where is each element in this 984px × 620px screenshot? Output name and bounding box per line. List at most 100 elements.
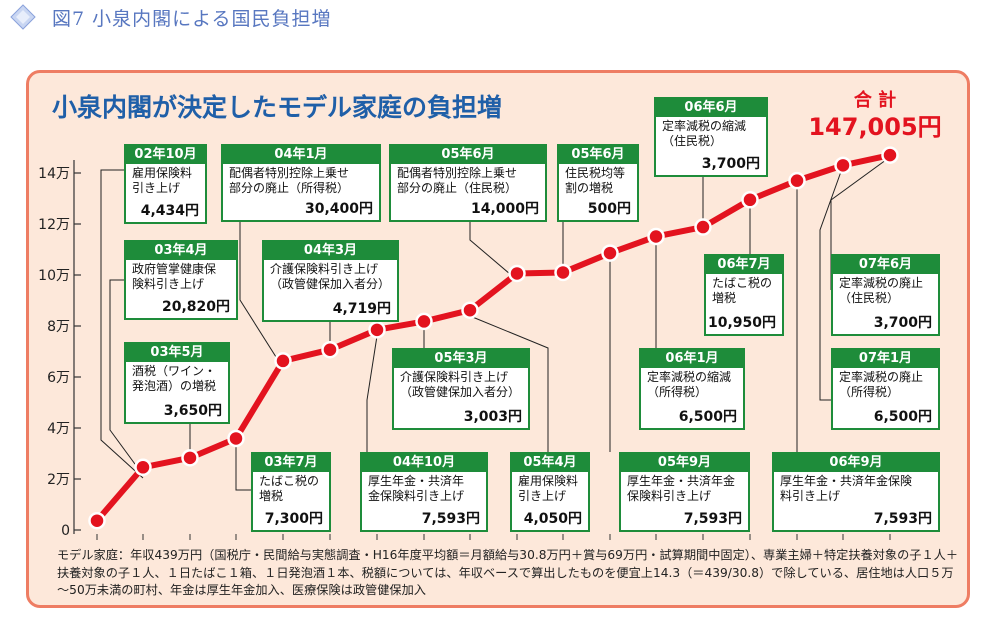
annotation-box: 05年6月住民税均等 割の増税 500円 [557, 144, 639, 222]
data-point [321, 340, 339, 359]
annotation-date: 05年9月 [621, 454, 748, 472]
leader-line [469, 222, 518, 281]
data-point [227, 429, 245, 448]
annotation-box: 04年1月配偶者特別控除上乗せ 部分の廃止（所得税） 30,400円 [221, 144, 381, 222]
diamond-icon [10, 4, 36, 30]
y-tick-label: 12万 [38, 217, 70, 233]
annotation-date: 04年10月 [362, 454, 486, 472]
annotation-description: 厚生年金・共済年 金保険料引き上げ [368, 474, 465, 503]
y-tick-label: 2万 [47, 472, 70, 488]
data-point [881, 146, 899, 164]
annotation-amount: 10,950円 [707, 315, 776, 331]
annotation-box: 05年3月介護保険料引き上げ （政管健保加入者分） 3,003円 [392, 348, 530, 430]
annotation-box: 06年7月たばこ税の 増税 10,950円 [704, 254, 784, 336]
annotation-box: 06年1月定率減税の縮減 （所得税） 6,500円 [639, 348, 745, 430]
annotation-date: 02年10月 [126, 146, 205, 164]
chart-title: 小泉内閣が決定したモデル家庭の負担増 [52, 93, 503, 122]
data-point [461, 301, 479, 319]
annotation-date: 05年3月 [394, 350, 528, 368]
data-point [508, 264, 526, 283]
annotation-date: 04年1月 [223, 146, 379, 164]
data-point [274, 352, 292, 370]
annotation-description: 住民税均等 割の増税 [565, 166, 626, 195]
annotation-box: 05年9月 厚生年金・共済年金 保険料引き上げ 7,593円 [619, 452, 750, 532]
annotation-date: 03年5月 [126, 344, 228, 362]
annotation-description: 雇用保険料 引き上げ [518, 474, 579, 503]
data-point [647, 227, 665, 246]
annotation-amount: 4,719円 [332, 301, 391, 317]
annotation-box: 04年3月 介護保険料引き上げ （政管健保加入者分） 4,719円 [262, 240, 399, 322]
annotation-amount: 3,700円 [873, 315, 932, 331]
annotation-box: 04年10月厚生年金・共済年 金保険料引き上げ 7,593円 [360, 452, 488, 532]
annotation-amount: 3,700円 [701, 156, 760, 172]
annotation-date: 05年6月 [559, 146, 637, 164]
annotation-date: 05年6月 [391, 146, 545, 164]
total-value: 147,005円 [808, 113, 942, 141]
annotation-amount: 3,650円 [163, 403, 222, 419]
data-point [741, 191, 759, 209]
annotation-amount: 7,593円 [873, 511, 932, 527]
annotation-amount: 20,820円 [161, 299, 230, 315]
annotation-date: 07年6月 [833, 256, 938, 274]
y-tick-label: 14万 [38, 166, 70, 182]
annotation-description: 介護保険料引き上げ （政管健保加入者分） [400, 370, 521, 399]
annotation-date: 06年9月 [774, 454, 938, 472]
annotation-amount: 6,500円 [873, 409, 932, 425]
annotation-amount: 7,593円 [421, 511, 480, 527]
annotation-amount: 6,500円 [678, 409, 737, 425]
annotation-amount: 4,050円 [523, 511, 582, 527]
leader-line [109, 279, 144, 476]
annotation-box: 07年1月定率減税の廃止 （所得税） 6,500円 [831, 348, 940, 430]
annotation-amount: 3,003円 [463, 409, 522, 425]
total-label: 合 計 [853, 90, 897, 111]
leader-line [235, 446, 251, 491]
data-point [181, 449, 199, 467]
annotation-date: 06年1月 [641, 350, 743, 368]
y-tick-label: 4万 [47, 421, 70, 437]
annotation-box: 05年4月雇用保険料 引き上げ 4,050円 [510, 452, 590, 532]
annotation-date: 05年4月 [512, 454, 588, 472]
annotation-date: 06年6月 [656, 99, 766, 117]
leader-line [100, 169, 144, 479]
leader-line [819, 165, 844, 401]
annotation-description: 雇用保険料 引き上げ [132, 166, 193, 195]
figure-title-text: 図7 小泉内閣による国民負担増 [52, 8, 332, 30]
annotation-date: 07年1月 [833, 350, 938, 368]
annotation-box: 07年6月定率減税の廃止 （住民税） 3,700円 [831, 254, 940, 336]
annotation-description: 政府管掌健康保 険料引き上げ [132, 262, 217, 291]
annotation-description: 酒税（ワイン・ 発泡酒）の増税 [132, 364, 217, 393]
annotation-description: 定率減税の縮減 （所得税） [647, 370, 732, 399]
annotation-description: 配偶者特別控除上乗せ 部分の廃止（所得税） [229, 166, 350, 195]
annotation-description: 定率減税の廃止 （住民税） [839, 276, 924, 305]
annotation-description: 定率減税の廃止 （所得税） [839, 370, 924, 399]
y-tick-label: 6万 [47, 370, 70, 386]
leader-line [239, 222, 284, 369]
y-tick-label: 0 [61, 523, 70, 539]
leader-line [469, 315, 549, 452]
y-tick-label: 8万 [47, 319, 70, 335]
annotation-amount: 7,593円 [683, 511, 742, 527]
annotation-description: 定率減税の縮減 （住民税） [662, 119, 747, 148]
annotation-amount: 4,434円 [140, 203, 199, 219]
annotation-description: 厚生年金・共済年金保険 料引き上げ [780, 474, 913, 503]
annotation-date: 03年7月 [253, 454, 329, 472]
data-point [788, 171, 806, 190]
annotation-description: たばこ税の 増税 [712, 276, 773, 305]
annotation-box: 03年5月酒税（ワイン・ 発泡酒）の増税 3,650円 [124, 342, 230, 424]
data-point [554, 263, 572, 282]
annotation-box: 06年6月定率減税の縮減 （住民税） 3,700円 [654, 97, 768, 177]
annotation-box: 03年7月 たばこ税の 増税 7,300円 [251, 452, 331, 532]
annotation-box: 02年10月雇用保険料 引き上げ 4,434円 [124, 144, 207, 224]
leader-line [366, 335, 378, 452]
y-tick-label: 10万 [38, 268, 70, 284]
annotation-box: 06年9月厚生年金・共済年金保険 料引き上げ 7,593円 [772, 452, 940, 532]
data-point [834, 156, 852, 175]
data-point [601, 244, 619, 262]
annotation-amount: 500円 [587, 201, 631, 217]
data-point [134, 458, 152, 477]
annotation-description: 介護保険料引き上げ （政管健保加入者分） [270, 262, 391, 291]
annotation-description: 配偶者特別控除上乗せ 部分の廃止（住民税） [397, 166, 518, 195]
annotation-date: 06年7月 [706, 256, 782, 274]
annotation-amount: 30,400円 [304, 201, 373, 217]
